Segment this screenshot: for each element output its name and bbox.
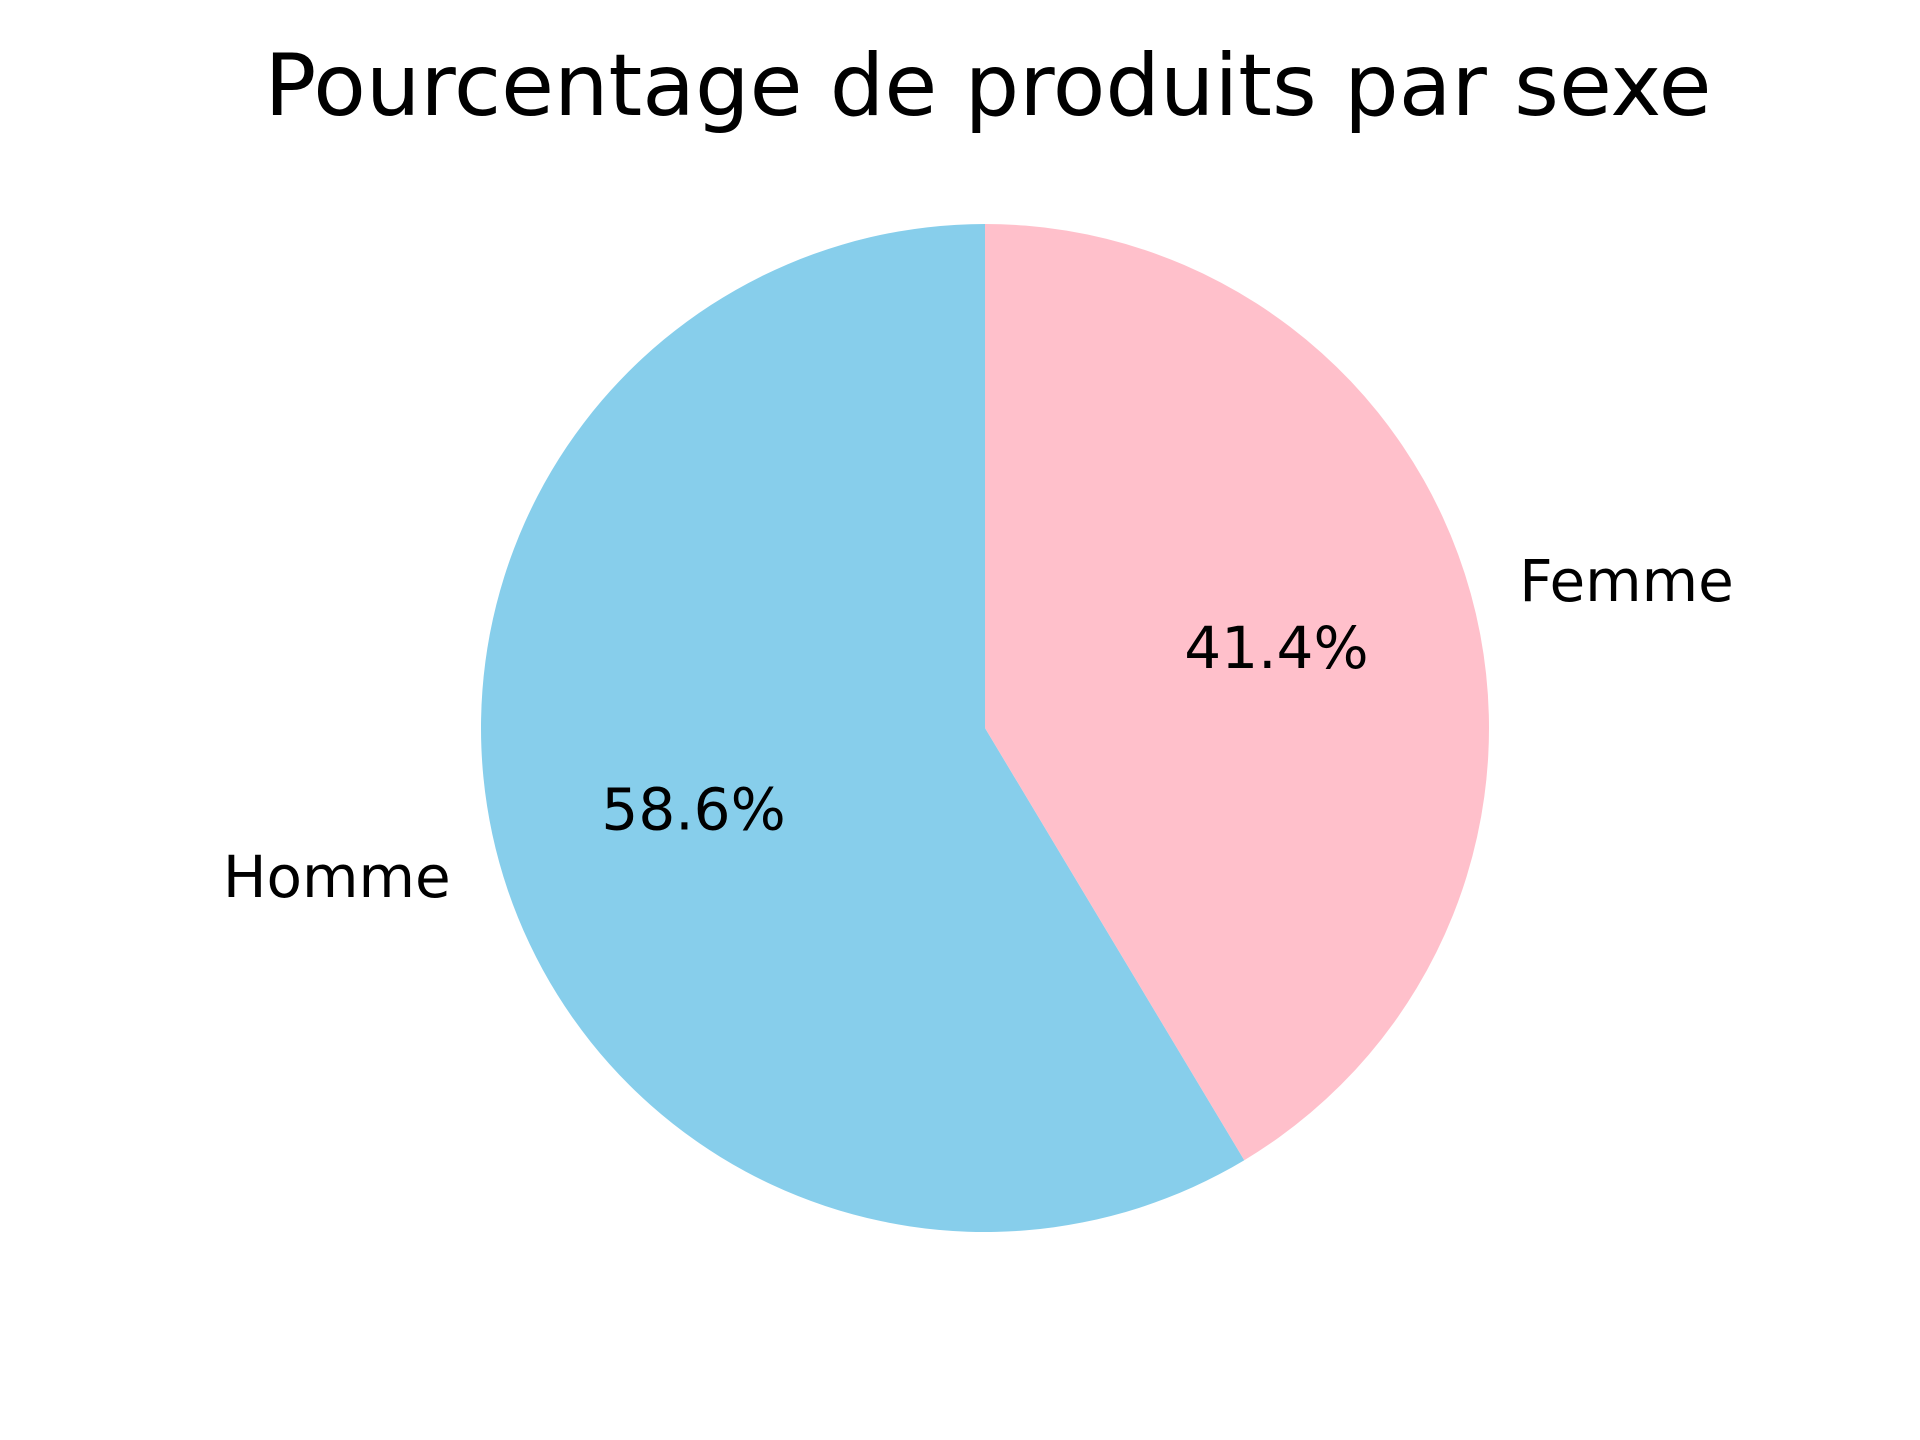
pie-slice-homme — [481, 224, 1245, 1232]
slice-percent-homme: 58.6% — [601, 776, 785, 844]
pie-slices — [481, 224, 1490, 1232]
pie-slice-femme — [985, 224, 1490, 1161]
slice-label-homme: Homme — [223, 843, 451, 911]
slice-percent-femme: 41.4% — [1184, 614, 1368, 682]
pie-labels: Homme 58.6% Femme 41.4% — [223, 547, 1734, 911]
chart-title: Pourcentage de produits par sexe — [264, 36, 1711, 136]
slice-label-femme: Femme — [1519, 547, 1734, 615]
